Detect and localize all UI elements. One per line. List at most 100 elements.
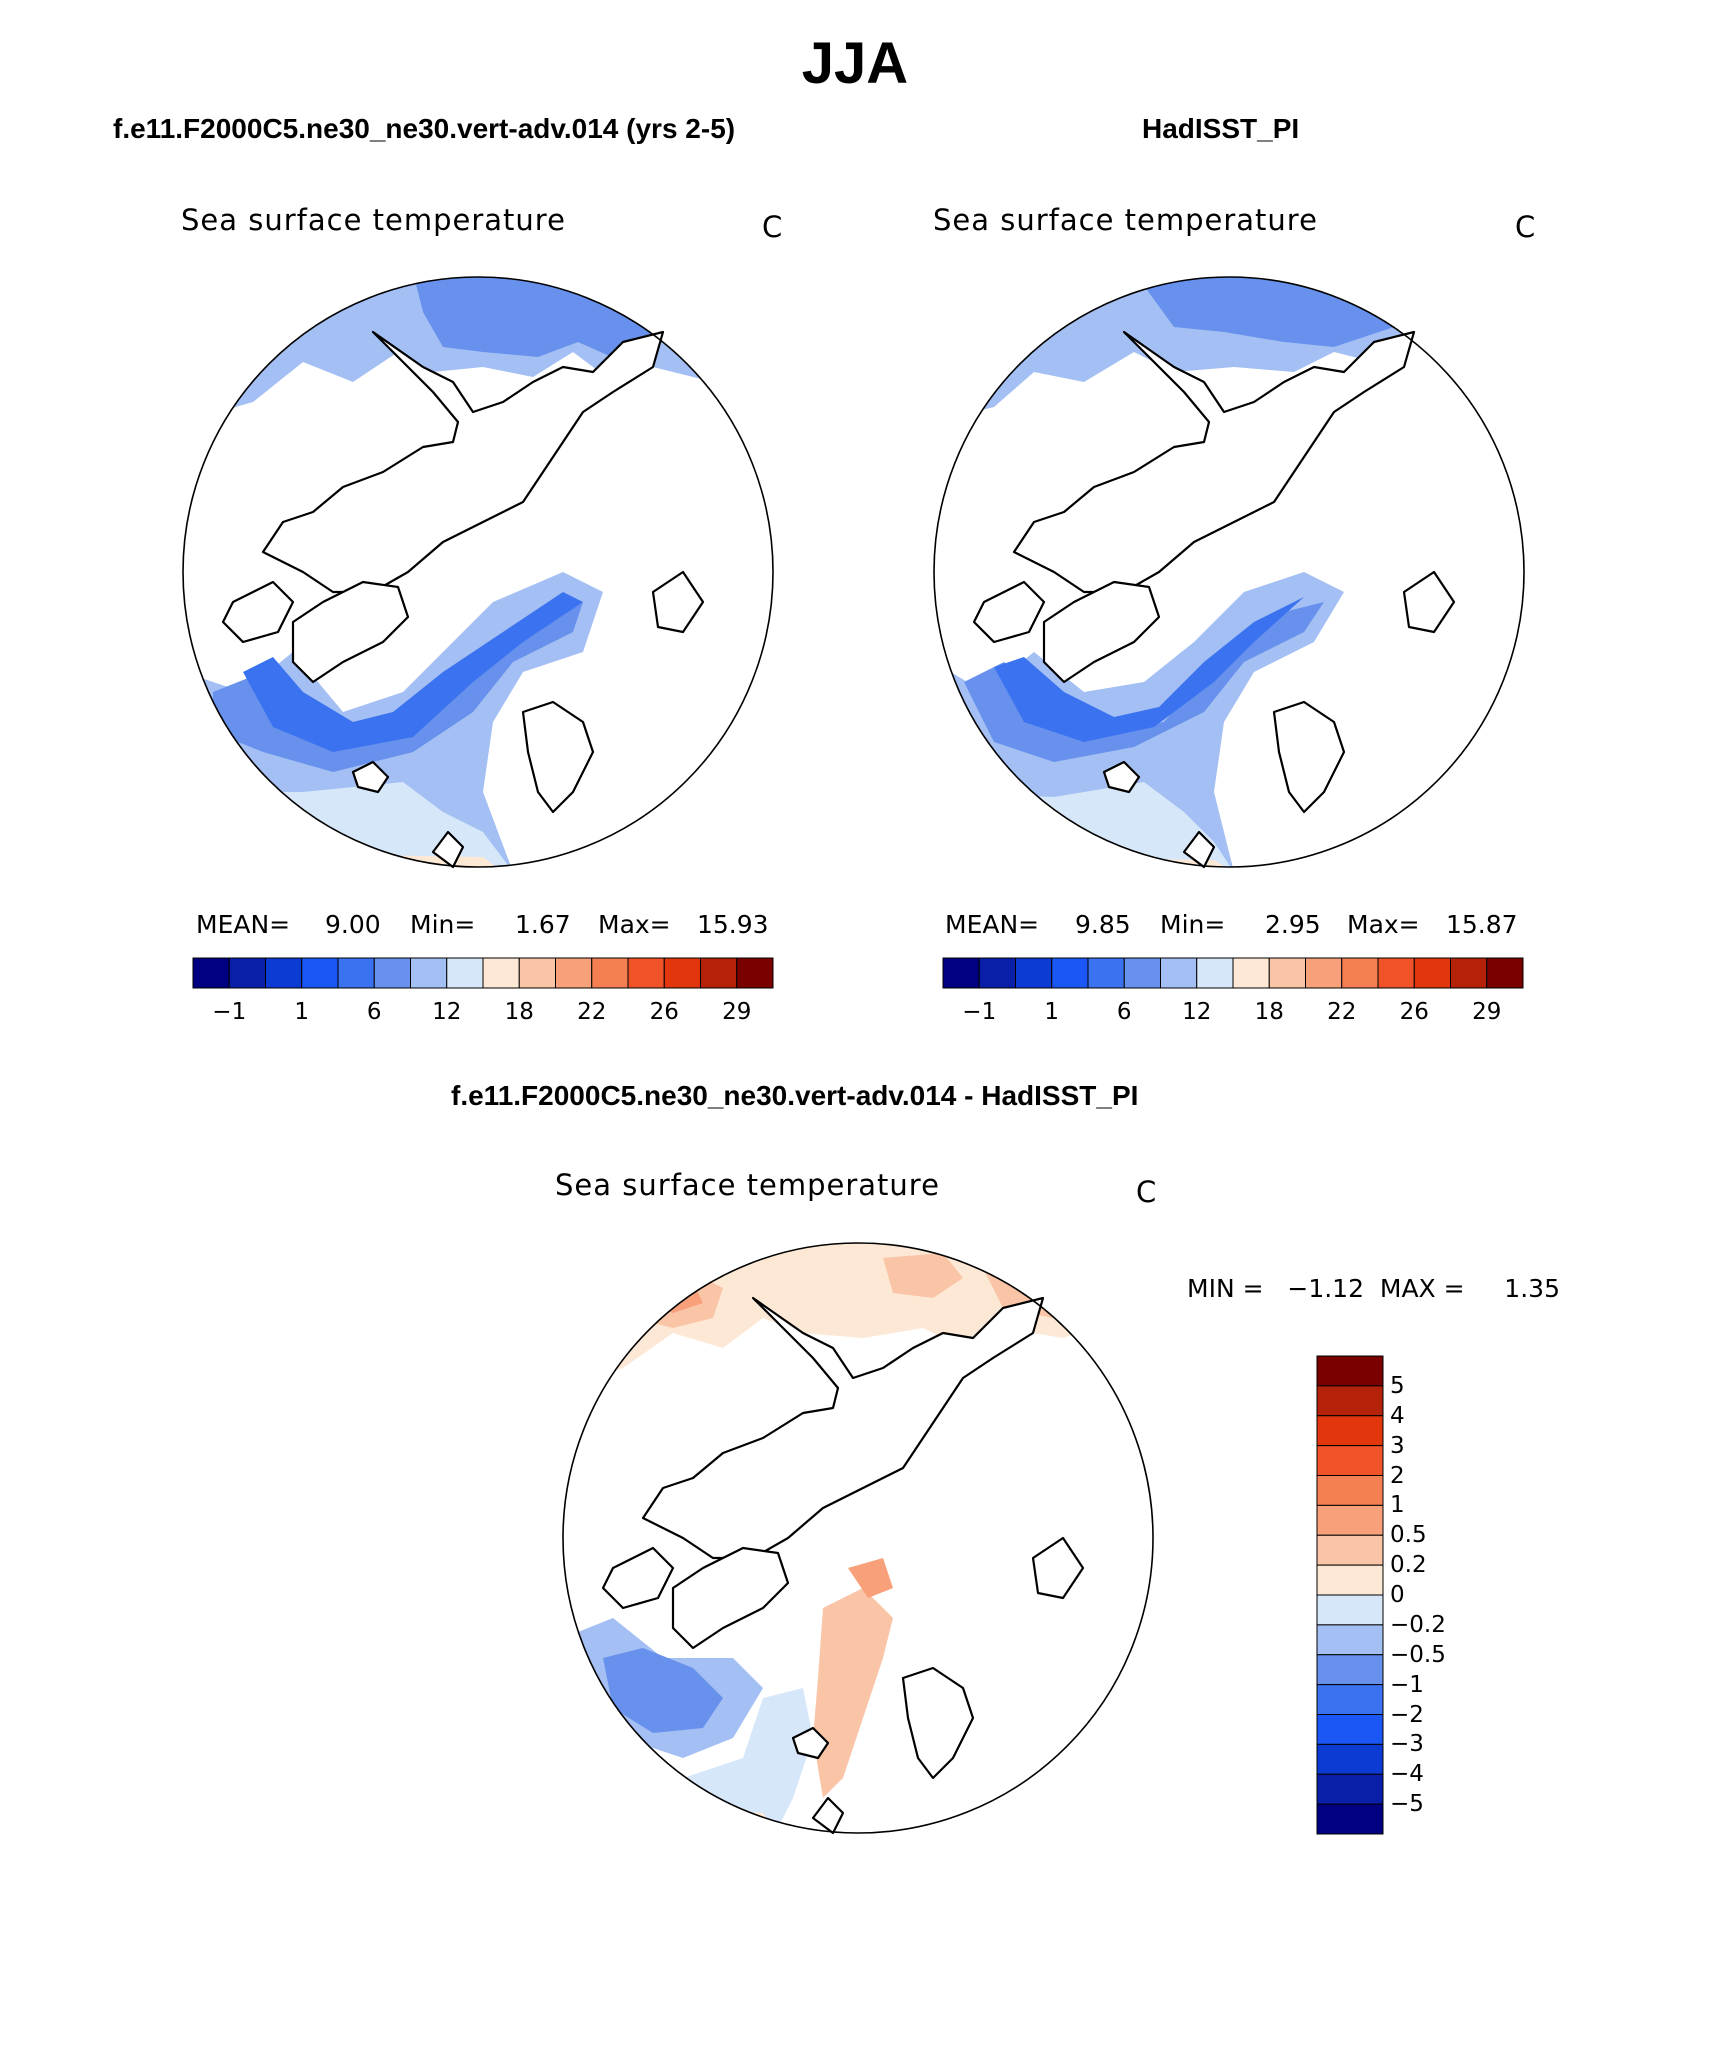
colorbar-swatch [1316, 1714, 1384, 1745]
colorbar-swatch [1316, 1534, 1384, 1566]
colorbar-tick-label: 0 [1390, 1582, 1405, 1608]
panel-2-max-label: Max= [1347, 910, 1420, 939]
diff-units: C [1136, 1175, 1157, 1209]
colorbar-swatch [1486, 957, 1524, 989]
panel-1-mean-label: MEAN= [196, 910, 291, 939]
diff-stats: MIN = −1.12 MAX = 1.35 [1187, 1274, 1560, 1303]
colorbar-tick-label: 1 [1390, 1492, 1405, 1519]
colorbar-swatch [1450, 957, 1488, 989]
panel-2-colorbar [942, 957, 1524, 989]
colorbar-tick-label: −1 [212, 999, 247, 1025]
colorbar-swatch [1087, 957, 1125, 989]
colorbar-swatch [736, 957, 774, 989]
colorbar-tick-label: −4 [1390, 1761, 1424, 1788]
panel-1-max-value: 15.93 [697, 910, 769, 939]
colorbar-swatch [301, 957, 339, 989]
colorbar-tick-label: 18 [504, 999, 534, 1025]
colorbar-swatch [265, 957, 303, 989]
colorbar-swatch [1316, 1684, 1384, 1715]
colorbar-tick-label: 12 [432, 999, 462, 1025]
panel-2-mean-label: MEAN= [945, 910, 1040, 939]
colorbar-swatch [1316, 1654, 1384, 1686]
colorbar-swatch [1316, 1385, 1384, 1417]
diff-heading: f.e11.F2000C5.ne30_ne30.vert-adv.014 - H… [451, 1080, 1139, 1111]
panel-2-map [933, 276, 1525, 869]
colorbar-tick-label: 1 [1044, 999, 1060, 1025]
panel-1-min-value: 1.67 [515, 910, 571, 939]
figure-title: JJA [801, 31, 909, 96]
colorbar-swatch [1413, 957, 1451, 989]
colorbar-tick-label: 5 [1390, 1372, 1405, 1399]
colorbar-tick-label: 2 [1390, 1462, 1405, 1489]
colorbar-tick-label: −0.5 [1390, 1641, 1446, 1668]
panel-1-units: C [762, 210, 783, 244]
colorbar-tick-label: 29 [722, 999, 752, 1025]
colorbar-swatch [942, 957, 980, 989]
colorbar-swatch [663, 957, 701, 989]
colorbar-tick-label: 29 [1472, 999, 1502, 1025]
colorbar-tick-label: 1 [294, 999, 310, 1025]
colorbar-tick-label: 0.2 [1390, 1552, 1427, 1579]
colorbar-swatch [446, 957, 484, 989]
panel-1-heading: f.e11.F2000C5.ne30_ne30.vert-adv.014 (yr… [113, 113, 736, 144]
panel-2-map-title: Sea surface temperature [933, 203, 1318, 237]
colorbar-swatch [1305, 957, 1343, 989]
colorbar-swatch [1316, 1624, 1384, 1656]
panel-1-mean-value: 9.00 [325, 910, 381, 939]
colorbar-swatch [192, 957, 230, 989]
colorbar-swatch [228, 957, 266, 989]
panel-2-mean-value: 9.85 [1075, 910, 1131, 939]
colorbar-swatch [1232, 957, 1270, 989]
panel-1-colorbar [192, 957, 774, 989]
colorbar-tick-label: 3 [1390, 1432, 1405, 1459]
panel-2-min-value: 2.95 [1265, 910, 1321, 939]
colorbar-tick-label: 26 [649, 999, 679, 1025]
colorbar-tick-label: 18 [1254, 999, 1284, 1025]
colorbar-swatch [1196, 957, 1234, 989]
colorbar-swatch [1316, 1475, 1384, 1506]
colorbar-swatch [978, 957, 1016, 989]
colorbar-swatch [591, 957, 629, 989]
colorbar-swatch [627, 957, 665, 989]
colorbar-tick-label: 12 [1182, 999, 1212, 1025]
colorbar-tick-label: 4 [1390, 1402, 1405, 1429]
colorbar-tick-label: 6 [366, 999, 382, 1025]
colorbar-tick-label: −5 [1390, 1791, 1424, 1818]
colorbar-swatch [1377, 957, 1415, 989]
colorbar-swatch [410, 957, 448, 989]
panel-2-heading: HadISST_PI [1142, 113, 1300, 144]
colorbar-swatch [518, 957, 556, 989]
colorbar-swatch [555, 957, 593, 989]
colorbar-tick-label: 0.5 [1390, 1522, 1427, 1549]
panel-1-min-label: Min= [410, 910, 476, 939]
colorbar-swatch [1316, 1504, 1384, 1536]
colorbar-swatch [482, 957, 520, 989]
colorbar-tick-label: −0.2 [1390, 1611, 1446, 1638]
colorbar-swatch [1268, 957, 1306, 989]
colorbar-swatch [337, 957, 375, 989]
colorbar-swatch [1316, 1355, 1384, 1387]
colorbar-tick-label: −1 [1390, 1671, 1424, 1698]
colorbar-swatch [1316, 1803, 1384, 1835]
colorbar-swatch [1316, 1445, 1384, 1476]
colorbar-swatch [700, 957, 738, 989]
colorbar-swatch [1316, 1743, 1384, 1775]
panel-1-map [182, 276, 774, 869]
colorbar-swatch [1316, 1773, 1384, 1805]
colorbar-swatch [1123, 957, 1161, 989]
colorbar-tick-label: −1 [962, 999, 997, 1025]
colorbar-tick-label: 22 [1327, 999, 1357, 1025]
colorbar-swatch [1051, 957, 1089, 989]
panel-1-map-title: Sea surface temperature [181, 203, 566, 237]
colorbar-swatch [1316, 1415, 1384, 1447]
colorbar-tick-label: 26 [1399, 999, 1429, 1025]
diff-map [562, 1242, 1154, 1835]
panel-1-max-label: Max= [598, 910, 671, 939]
colorbar-tick-label: −2 [1390, 1701, 1424, 1728]
panel-2-min-label: Min= [1160, 910, 1226, 939]
diff-map-title: Sea surface temperature [555, 1168, 940, 1202]
colorbar-tick-label: 22 [577, 999, 607, 1025]
diff-colorbar [1316, 1355, 1384, 1835]
panel-2-max-value: 15.87 [1446, 910, 1518, 939]
panel-2-units: C [1515, 210, 1536, 244]
